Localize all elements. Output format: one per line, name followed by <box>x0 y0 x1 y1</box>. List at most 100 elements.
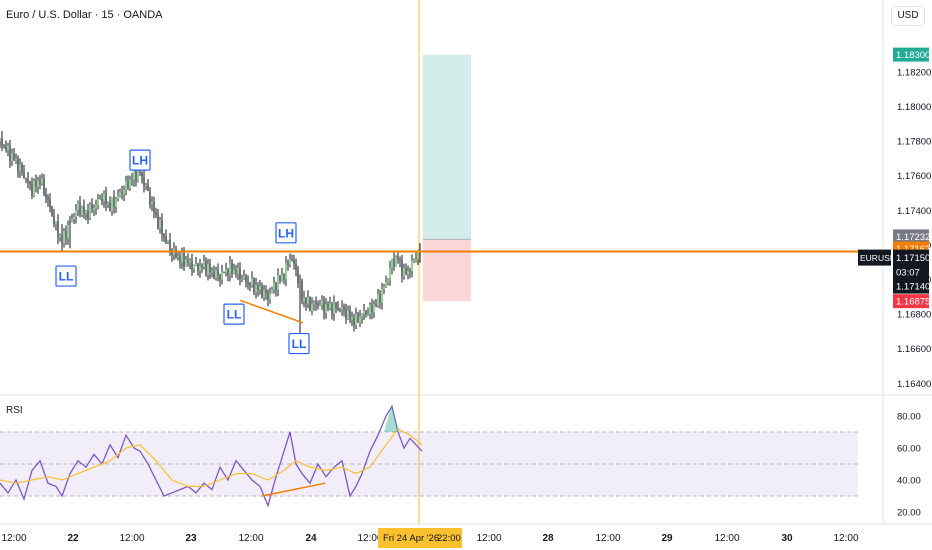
rsi-tick-label: 20.00 <box>897 508 921 519</box>
candle-body <box>147 185 149 191</box>
candle-body <box>189 260 191 263</box>
candle-body <box>15 158 17 161</box>
candle-body <box>57 221 59 238</box>
candle-body <box>359 316 361 323</box>
candle-body <box>1 138 3 146</box>
annotation-box[interactable] <box>275 222 297 244</box>
candle-body <box>419 250 421 256</box>
candle-body <box>387 279 389 283</box>
candle-body <box>79 202 81 216</box>
candle-body <box>353 317 355 325</box>
candle-body <box>239 267 241 280</box>
candle-body <box>243 276 245 279</box>
candle-body <box>145 185 147 187</box>
candle-body <box>409 271 411 273</box>
annotation-label[interactable]: LH <box>278 226 294 240</box>
candle-body <box>59 235 61 238</box>
candle-body <box>273 283 275 290</box>
candle-body <box>65 231 67 239</box>
candle-body <box>369 304 371 315</box>
time-tick-label: 24 <box>305 533 317 544</box>
candle-body <box>235 269 237 274</box>
candle-body <box>341 306 343 310</box>
candle-body <box>83 206 85 214</box>
candle-body <box>377 294 379 306</box>
currency-button[interactable]: USD <box>891 6 925 26</box>
annotation-box[interactable] <box>55 265 77 287</box>
annotation-label[interactable]: LL <box>292 337 307 351</box>
candle-body <box>19 164 21 172</box>
candle-body <box>355 314 357 325</box>
position-target-zone[interactable] <box>423 54 471 240</box>
candle-body <box>311 304 313 312</box>
candle-body <box>25 178 27 180</box>
candle-body <box>365 310 367 315</box>
rsi-tick-label: 40.00 <box>897 476 921 487</box>
candle-body <box>111 197 113 212</box>
candle-body <box>411 260 413 272</box>
candle-body <box>393 258 395 267</box>
candle-body <box>413 260 415 262</box>
annotation-label[interactable]: LH <box>132 154 148 168</box>
rsi-trend-line[interactable] <box>261 482 326 497</box>
candle-body <box>213 271 215 278</box>
candle-body <box>345 309 347 320</box>
candle-body <box>225 269 227 273</box>
price-tick-label: 1.18000 <box>897 102 931 113</box>
candle-body <box>253 278 255 293</box>
candle-body <box>249 282 251 286</box>
rsi-ma-line <box>0 428 423 487</box>
target-price-label-bg <box>893 47 929 62</box>
candle-body <box>41 178 43 184</box>
candle-body <box>165 236 167 242</box>
price-tick-label: 1.17400 <box>897 206 931 217</box>
price-tick-label: 1.17600 <box>897 171 931 182</box>
candle-body <box>391 258 393 268</box>
candle-body <box>255 284 257 293</box>
candle-body <box>271 289 273 294</box>
candle-body <box>399 259 401 261</box>
candle-body <box>161 219 163 235</box>
candle-body <box>281 274 283 281</box>
candle-body <box>351 317 353 320</box>
candle-body <box>215 269 217 278</box>
level-price-label: 1.17162 <box>896 244 930 255</box>
candle-body <box>367 314 369 316</box>
candle-body <box>181 252 183 263</box>
candle-body <box>167 239 169 242</box>
candle-body <box>417 250 419 260</box>
candle-body <box>357 314 359 323</box>
candle-body <box>101 198 103 202</box>
candle-body <box>407 271 409 275</box>
time-tick-label: 23 <box>185 533 197 544</box>
annotation-box[interactable] <box>288 332 310 355</box>
candle-body <box>97 199 99 205</box>
candle-body <box>297 269 299 283</box>
candle-body <box>137 169 139 182</box>
candle-body <box>151 201 153 205</box>
candle-body <box>307 297 309 304</box>
candle-body <box>107 203 109 205</box>
candle-body <box>207 264 209 275</box>
annotation-label[interactable]: LL <box>59 270 74 284</box>
candle-body <box>113 197 115 207</box>
candle-body <box>303 297 305 302</box>
candle-body <box>197 263 199 271</box>
candle-body <box>257 284 259 290</box>
candle-body <box>91 204 93 210</box>
annotation-label[interactable]: LL <box>227 308 242 322</box>
candle-body <box>327 304 329 309</box>
candle-body <box>277 275 279 290</box>
candle-body <box>397 257 399 260</box>
rsi-label[interactable]: RSI <box>6 405 23 416</box>
candle-body <box>263 290 265 298</box>
crosshair-time-label: 22:00 <box>437 533 461 544</box>
candle-body <box>73 216 75 220</box>
annotation-box[interactable] <box>129 149 151 171</box>
annotation-box[interactable] <box>223 303 245 325</box>
symbol-title[interactable]: Euro / U.S. Dollar · 15 · OANDA <box>6 9 163 21</box>
position-stop-zone[interactable] <box>423 239 471 302</box>
trend-line[interactable] <box>239 299 304 324</box>
time-tick-label: 22 <box>67 533 79 544</box>
